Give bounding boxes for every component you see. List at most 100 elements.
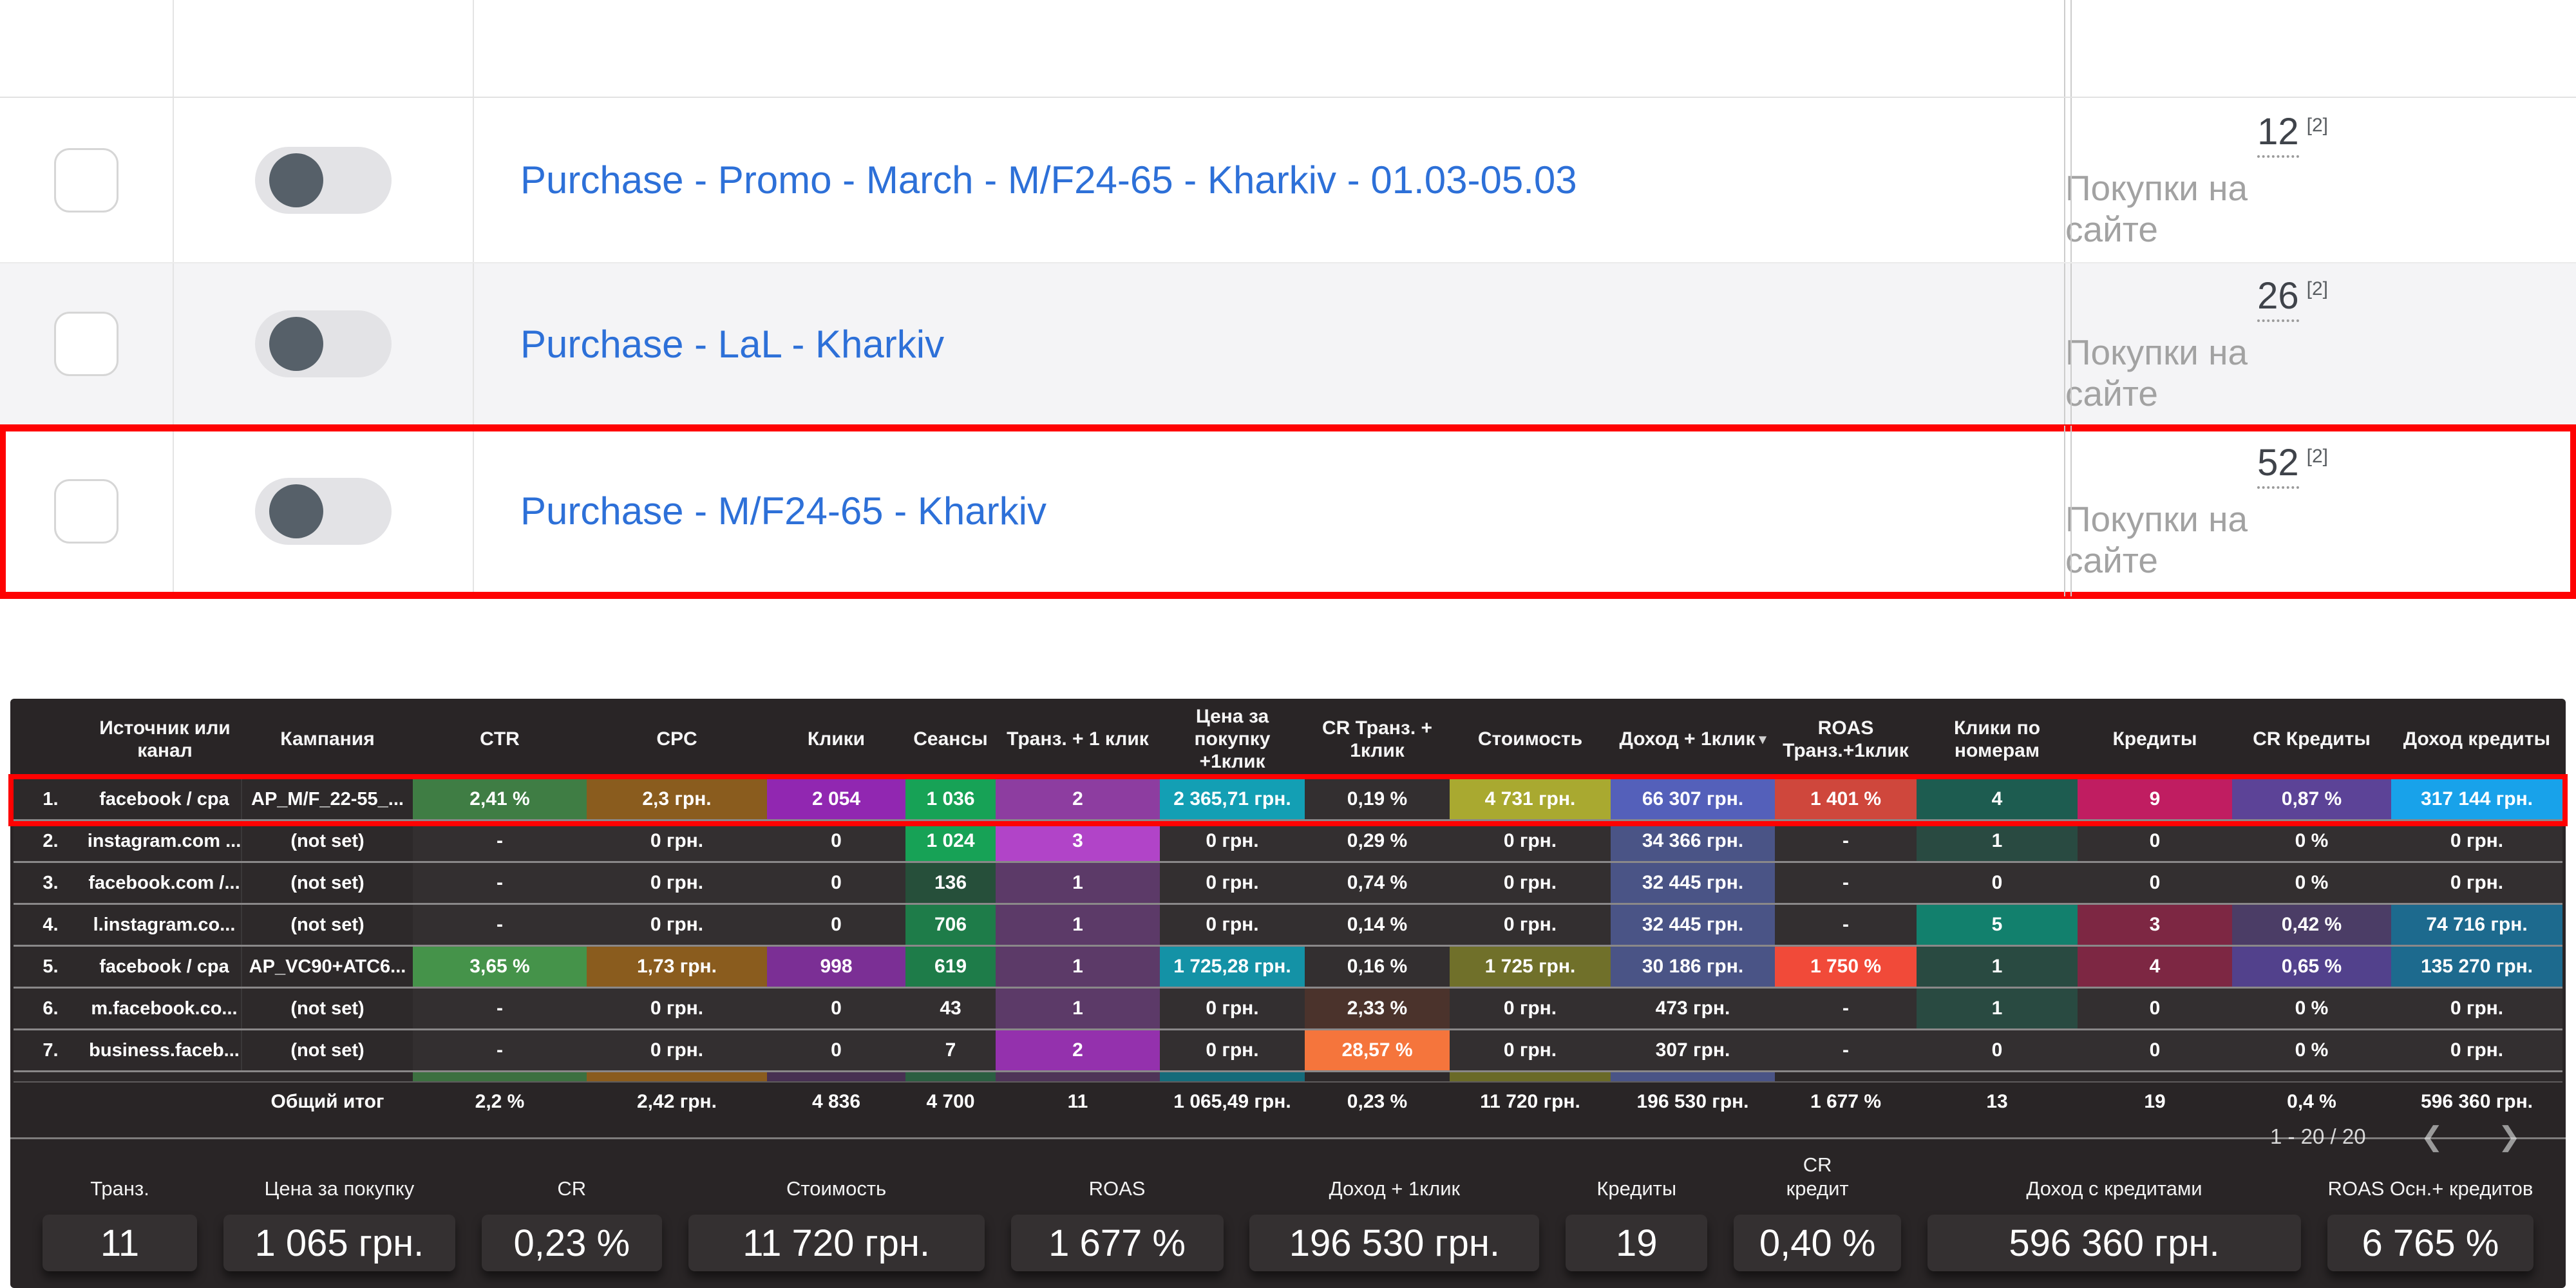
column-header[interactable]: Кампания xyxy=(280,728,375,750)
campaign-toggle[interactable] xyxy=(255,477,392,545)
column-header[interactable]: CTR xyxy=(480,728,520,750)
clipped-cell xyxy=(905,1072,996,1081)
source-cell: facebook / cpa xyxy=(88,947,242,987)
result-count-line: 12 [2] xyxy=(2257,110,2328,158)
clipped-cell xyxy=(14,1072,88,1081)
metric-cell: 1 xyxy=(996,947,1160,987)
source-cell: facebook.com /... xyxy=(88,863,242,903)
metric-cell: 0,14 % xyxy=(1305,905,1450,945)
campaign-cell: (not set) xyxy=(242,989,413,1028)
metric-cell: 136 xyxy=(905,863,996,903)
pagination-next-icon[interactable]: ❯ xyxy=(2497,1121,2521,1151)
row-number: 1. xyxy=(14,779,88,819)
metric-cell: 0 грн. xyxy=(587,905,767,945)
clipped-cell xyxy=(1450,1072,1611,1081)
campaign-name-link[interactable]: Purchase - LaL - Kharkiv xyxy=(520,322,945,366)
column-header[interactable]: Источник или канал xyxy=(99,717,231,761)
row-number: 7. xyxy=(14,1030,88,1070)
table-row: 5. facebook / cpa AP_VC90+ATC6... 3,65 % 1,7… xyxy=(14,947,2562,989)
toggle-knob xyxy=(269,317,323,371)
row-checkbox[interactable] xyxy=(54,147,118,213)
metric-cell: - xyxy=(1775,1030,1917,1070)
campaign-toggle[interactable] xyxy=(255,146,392,214)
result-count[interactable]: 26 xyxy=(2257,274,2299,322)
kpi-metric: CR 0,23 % xyxy=(481,1139,662,1288)
campaign-cell: (not set) xyxy=(242,863,413,903)
kpi-label: Стоимость xyxy=(786,1177,887,1200)
metric-cell: 2,41 % xyxy=(413,779,587,819)
column-header[interactable]: Клики xyxy=(807,728,866,750)
table-row: 1. facebook / cpa AP_M/F_22-55_... 2,41 % 2,… xyxy=(8,774,2568,826)
metric-cell: - xyxy=(413,821,587,861)
metric-cell: 0 грн. xyxy=(2391,989,2562,1028)
clipped-cell xyxy=(1305,1072,1450,1081)
kpi-metric: ROAS 1 677 % xyxy=(1010,1139,1224,1288)
column-header[interactable]: Стоимость xyxy=(1477,728,1583,750)
toggle-knob xyxy=(269,484,323,538)
source-cell: business.faceb... xyxy=(88,1030,242,1070)
metric-cell: 1 xyxy=(996,989,1160,1028)
metric-cell: 0 % xyxy=(2232,863,2391,903)
total-cell: 4 700 xyxy=(926,1091,975,1112)
metric-cell: 5 xyxy=(1917,905,2078,945)
metric-cell: 0 грн. xyxy=(587,989,767,1028)
kpi-label: ROAS xyxy=(1088,1177,1146,1200)
result-metric-label: Покупки на сайте xyxy=(2065,499,2248,580)
clipped-cell xyxy=(2232,1072,2391,1081)
result-count[interactable]: 12 xyxy=(2257,111,2299,158)
metric-cell: 0,74 % xyxy=(1305,863,1450,903)
kpi-label: ROAS Осн.+ кредитов xyxy=(2327,1177,2533,1200)
column-header[interactable]: ROAS Транз.+1клик xyxy=(1783,717,1909,761)
column-header[interactable]: Транз. + 1 клик xyxy=(1007,728,1149,750)
header-corner xyxy=(14,699,88,779)
pagination-prev-icon[interactable]: ❮ xyxy=(2420,1121,2443,1151)
checkbox-cell xyxy=(0,98,174,262)
table-total-row: Общий итог 2,2 % 2,42 грн. 4 836 4 700 11 1 06… xyxy=(14,1081,2562,1121)
clipped-cell xyxy=(996,1072,1160,1081)
column-header[interactable]: Сеансы xyxy=(913,728,988,750)
metric-cell: 0,16 % xyxy=(1305,947,1450,987)
metric-cell: 1 036 xyxy=(905,779,996,819)
row-checkbox[interactable] xyxy=(54,478,118,544)
metric-cell: 1 xyxy=(996,863,1160,903)
metric-cell: 1 xyxy=(1917,947,2078,987)
checkbox-column-header xyxy=(0,0,174,97)
column-header[interactable]: CR Транз. + 1клик xyxy=(1321,717,1433,761)
table-row: 7. business.faceb... (not set) -0 грн. 0 7 2 0 … xyxy=(14,1030,2562,1072)
campaign-list-header-strip xyxy=(0,0,2576,98)
kpi-label: CR кредит xyxy=(1786,1153,1849,1200)
source-cell: m.facebook.co... xyxy=(88,989,242,1028)
source-channel-table: Источник или канал Кампания CTR CPC Клики Сеа… xyxy=(8,699,2568,1121)
metric-cell: 28,57 % xyxy=(1305,1030,1450,1070)
metric-cell: 74 716 грн. xyxy=(2391,905,2562,945)
metric-cell: - xyxy=(413,1030,587,1070)
metric-cell: 0,42 % xyxy=(2232,905,2391,945)
metric-cell: 0 грн. xyxy=(1450,905,1611,945)
column-header[interactable]: Клики по номерам xyxy=(1953,717,2041,761)
metric-cell: - xyxy=(413,989,587,1028)
campaign-cell: AP_VC90+ATC6... xyxy=(242,947,413,987)
clipped-row-preview xyxy=(14,1072,2562,1081)
column-header[interactable]: Доход кредиты xyxy=(2403,728,2551,750)
metric-cell: 473 грн. xyxy=(1611,989,1775,1028)
result-footnote: [2] xyxy=(2306,445,2328,467)
metric-cell: 0 xyxy=(767,989,905,1028)
campaign-toggle[interactable] xyxy=(255,310,392,377)
campaign-name-link[interactable]: Purchase - Promo - March - M/F24-65 - Kh… xyxy=(520,158,1577,202)
column-header[interactable]: Кредиты xyxy=(2112,728,2197,750)
campaign-row: Purchase - LaL - Kharkiv 26 [2] Покупки на … xyxy=(0,263,2576,426)
column-header[interactable]: CPC xyxy=(656,728,697,750)
row-number: 4. xyxy=(14,905,88,945)
metric-cell: 43 xyxy=(905,989,996,1028)
column-header[interactable]: Цена за покупку +1клик xyxy=(1194,706,1271,772)
row-number: 6. xyxy=(14,989,88,1028)
result-count[interactable]: 52 xyxy=(2257,442,2299,489)
campaign-name-link[interactable]: Purchase - M/F24-65 - Kharkiv xyxy=(520,489,1046,533)
total-cell: 0,4 % xyxy=(2287,1091,2336,1112)
column-header[interactable]: CR Кредиты xyxy=(2253,728,2371,750)
row-checkbox[interactable] xyxy=(54,312,118,376)
row-number: 3. xyxy=(14,863,88,903)
metric-cell: - xyxy=(1775,989,1917,1028)
column-header[interactable]: Доход + 1клик ▾ xyxy=(1619,728,1766,750)
kpi-metric: Стоимость 11 720 грн. xyxy=(688,1139,985,1288)
